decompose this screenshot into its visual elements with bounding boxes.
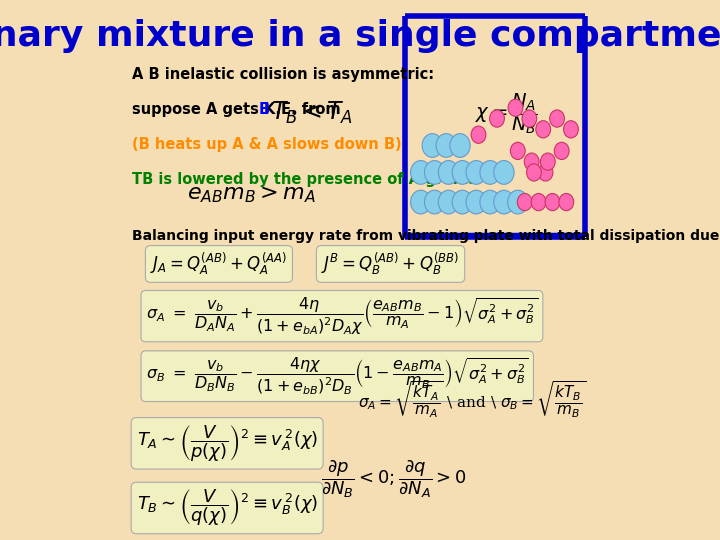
Circle shape <box>466 160 487 184</box>
Circle shape <box>422 133 443 157</box>
Circle shape <box>510 142 525 159</box>
Circle shape <box>466 190 487 214</box>
Circle shape <box>541 153 555 170</box>
Text: TB is lowered by the presence of A grains: TB is lowered by the presence of A grain… <box>132 172 477 187</box>
Text: Binary mixture in a single compartment: Binary mixture in a single compartment <box>0 19 720 53</box>
Text: $\dfrac{\partial p}{\partial N_B} < 0; \dfrac{\partial q}{\partial N_A} > 0$: $\dfrac{\partial p}{\partial N_B} < 0; \… <box>321 458 467 500</box>
Text: (B heats up A & A slows down B): (B heats up A & A slows down B) <box>132 137 402 152</box>
Circle shape <box>480 190 500 214</box>
Text: $J_A = Q_A^{(AB)} + Q_A^{(AA)}$: $J_A = Q_A^{(AB)} + Q_A^{(AA)}$ <box>150 251 287 278</box>
Text: B: B <box>259 103 270 117</box>
Text: Balancing input energy rate from vibrating plate with total dissipation due to c: Balancing input energy rate from vibrati… <box>132 229 720 243</box>
Circle shape <box>554 142 569 159</box>
Text: $T_A \sim \left(\dfrac{V}{p(\chi)}\right)^2 \equiv v_A^{\,2}(\chi)$: $T_A \sim \left(\dfrac{V}{p(\chi)}\right… <box>137 423 318 464</box>
Circle shape <box>526 164 541 181</box>
Circle shape <box>480 160 500 184</box>
Circle shape <box>490 110 505 127</box>
Circle shape <box>410 160 431 184</box>
Circle shape <box>531 193 546 211</box>
Circle shape <box>518 193 532 211</box>
Text: A B inelastic collision is asymmetric:: A B inelastic collision is asymmetric: <box>132 68 434 83</box>
Text: $T_B \sim \left(\dfrac{V}{q(\chi)}\right)^2 \equiv v_B^{\,2}(\chi)$: $T_B \sim \left(\dfrac{V}{q(\chi)}\right… <box>137 488 318 528</box>
Circle shape <box>438 190 459 214</box>
Circle shape <box>508 99 523 117</box>
Circle shape <box>425 160 445 184</box>
Text: $e_{AB} m_B > m_A$: $e_{AB} m_B > m_A$ <box>187 183 317 205</box>
Text: $J^B = Q_B^{(AB)} + Q_B^{(BB)}$: $J^B = Q_B^{(AB)} + Q_B^{(BB)}$ <box>321 251 460 278</box>
Circle shape <box>425 190 445 214</box>
Circle shape <box>436 133 456 157</box>
Text: $\chi = \dfrac{N_A}{N_B}$: $\chi = \dfrac{N_A}{N_B}$ <box>474 92 538 136</box>
Circle shape <box>452 190 472 214</box>
Circle shape <box>452 160 472 184</box>
Circle shape <box>545 193 560 211</box>
Text: suppose A gets K.E. from: suppose A gets K.E. from <box>132 103 346 117</box>
Text: $T_B < T_A$: $T_B < T_A$ <box>271 100 354 126</box>
Circle shape <box>450 133 470 157</box>
Text: $\sigma_A \ = \ \dfrac{v_b}{D_A N_A} + \dfrac{4\eta}{(1+e_{bA})^2 D_A \chi}\left: $\sigma_A \ = \ \dfrac{v_b}{D_A N_A} + \… <box>145 295 538 337</box>
Circle shape <box>522 110 536 127</box>
Circle shape <box>471 126 486 143</box>
Circle shape <box>549 110 564 127</box>
Circle shape <box>559 193 574 211</box>
Circle shape <box>538 164 553 181</box>
Text: $\sigma_B \ = \ \dfrac{v_b}{D_B N_B} - \dfrac{4\eta\chi}{(1+e_{bB})^2 D_B}\left(: $\sigma_B \ = \ \dfrac{v_b}{D_B N_B} - \… <box>145 356 528 397</box>
Circle shape <box>494 160 514 184</box>
Circle shape <box>508 190 528 214</box>
Circle shape <box>438 160 459 184</box>
Circle shape <box>564 121 578 138</box>
Circle shape <box>410 190 431 214</box>
Circle shape <box>536 121 551 138</box>
Text: $\sigma_A = \sqrt{\dfrac{kT_A}{m_A}}$ \ and \ $\sigma_B = \sqrt{\dfrac{kT_B}{m_B: $\sigma_A = \sqrt{\dfrac{kT_A}{m_A}}$ \ … <box>359 380 587 420</box>
Circle shape <box>494 190 514 214</box>
Circle shape <box>524 153 539 170</box>
